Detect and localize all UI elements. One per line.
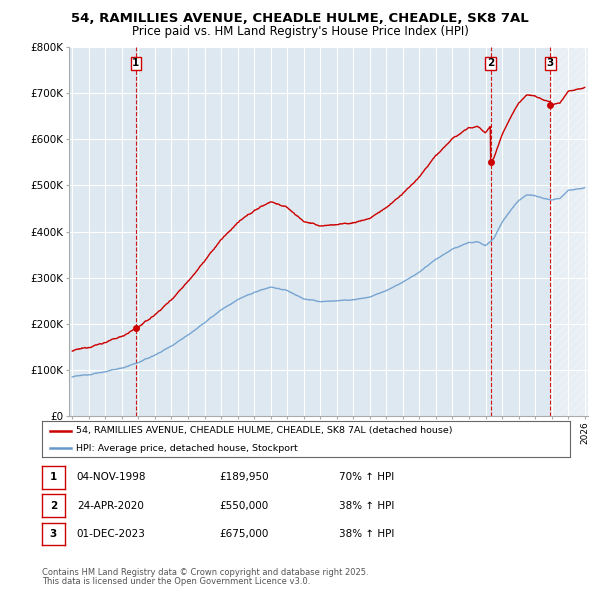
Text: 1: 1 — [50, 473, 57, 482]
Text: 24-APR-2020: 24-APR-2020 — [77, 501, 143, 510]
Text: 54, RAMILLIES AVENUE, CHEADLE HULME, CHEADLE, SK8 7AL (detached house): 54, RAMILLIES AVENUE, CHEADLE HULME, CHE… — [76, 427, 453, 435]
Text: HPI: Average price, detached house, Stockport: HPI: Average price, detached house, Stoc… — [76, 444, 298, 453]
Text: Price paid vs. HM Land Registry's House Price Index (HPI): Price paid vs. HM Land Registry's House … — [131, 25, 469, 38]
Text: This data is licensed under the Open Government Licence v3.0.: This data is licensed under the Open Gov… — [42, 578, 310, 586]
Text: 38% ↑ HPI: 38% ↑ HPI — [339, 529, 394, 539]
Text: 38% ↑ HPI: 38% ↑ HPI — [339, 501, 394, 510]
Text: 1: 1 — [132, 58, 139, 68]
Text: 54, RAMILLIES AVENUE, CHEADLE HULME, CHEADLE, SK8 7AL: 54, RAMILLIES AVENUE, CHEADLE HULME, CHE… — [71, 12, 529, 25]
Text: £550,000: £550,000 — [219, 501, 268, 510]
Text: 01-DEC-2023: 01-DEC-2023 — [77, 529, 146, 539]
Bar — [550, 47, 588, 416]
Text: 2: 2 — [487, 58, 494, 68]
Text: 2: 2 — [50, 501, 57, 510]
Text: 3: 3 — [547, 58, 554, 68]
Text: 04-NOV-1998: 04-NOV-1998 — [77, 473, 146, 482]
Text: £675,000: £675,000 — [219, 529, 268, 539]
Text: 70% ↑ HPI: 70% ↑ HPI — [339, 473, 394, 482]
Text: Contains HM Land Registry data © Crown copyright and database right 2025.: Contains HM Land Registry data © Crown c… — [42, 568, 368, 577]
Text: 3: 3 — [50, 529, 57, 539]
Text: £189,950: £189,950 — [219, 473, 269, 482]
